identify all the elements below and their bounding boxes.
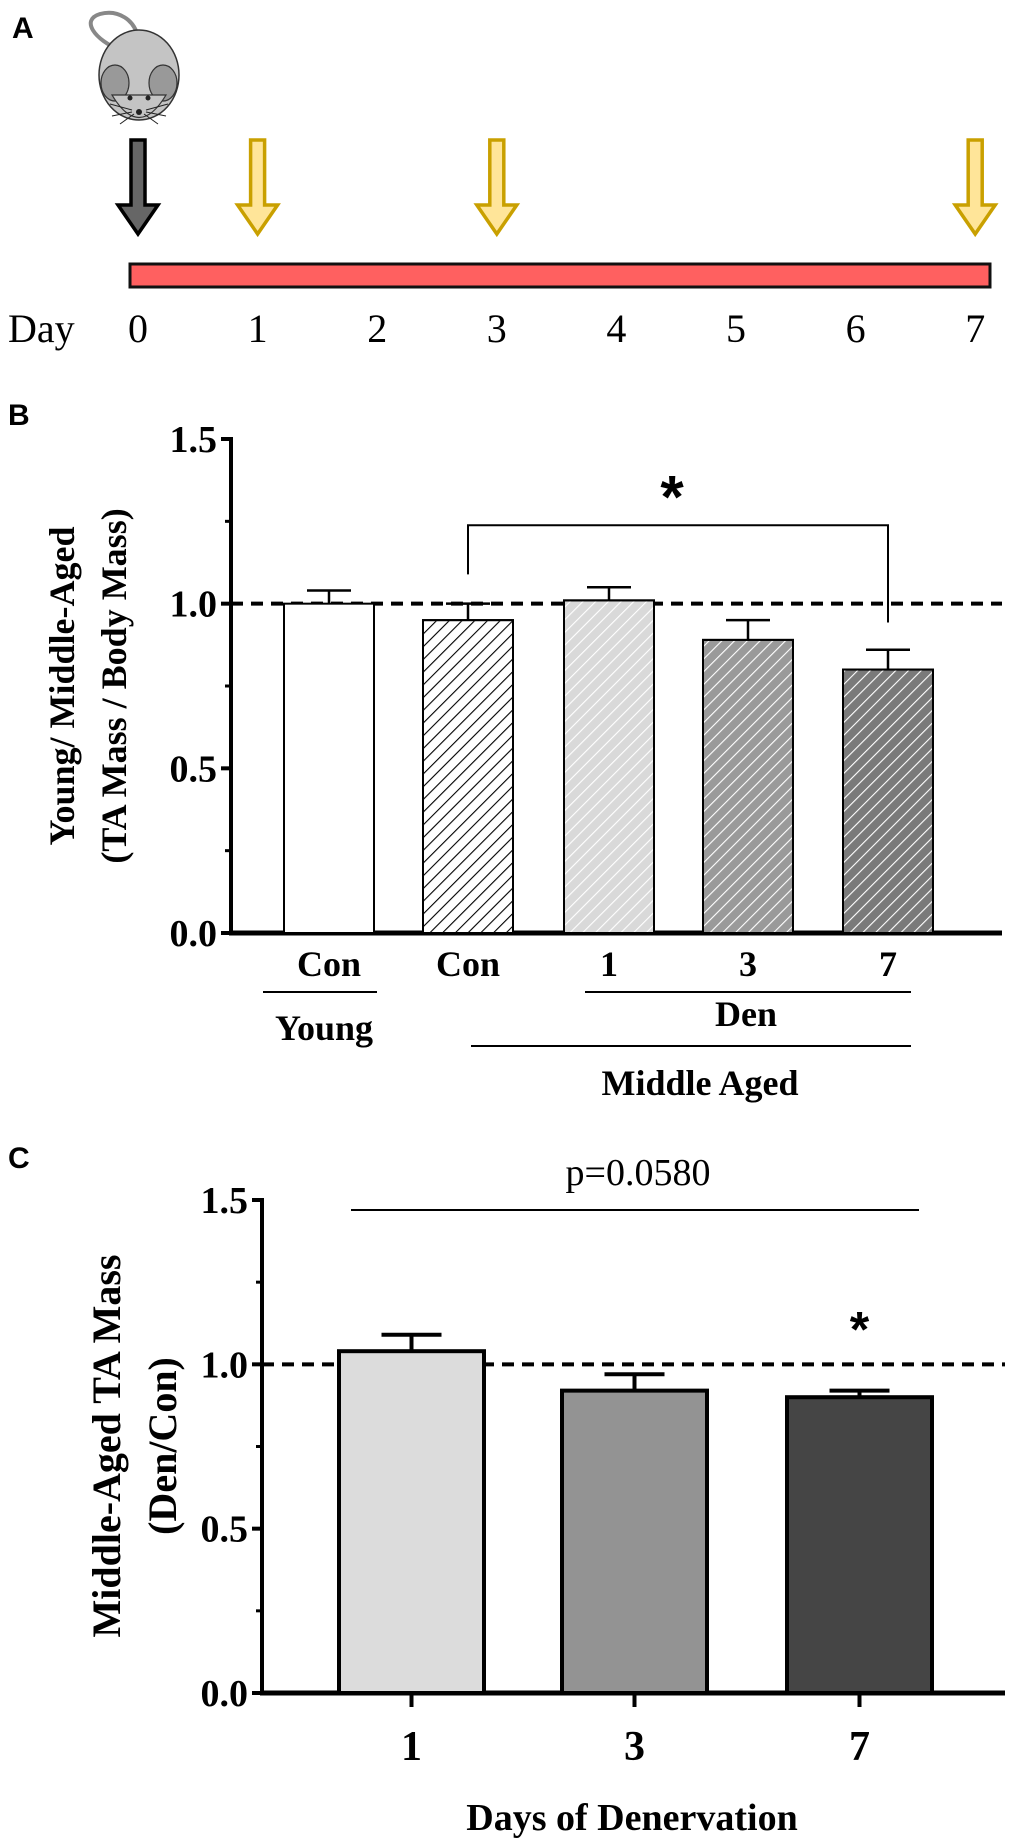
x-tick-label: 7 — [849, 1724, 870, 1770]
bar-outline — [422, 619, 514, 935]
y-axis-label: Middle-Aged TA Mass — [84, 1255, 129, 1638]
day-tick-label: 0 — [128, 306, 148, 351]
day-tick-label: 3 — [487, 306, 507, 351]
bar-hatch — [424, 621, 512, 932]
x-tick-label: Con — [436, 944, 500, 984]
y-axis-label: (TA Mass / Body Mass) — [94, 508, 134, 863]
bar-hatch — [704, 640, 792, 932]
y-axis-label: Young/ Middle-Aged — [42, 526, 82, 845]
y-tick-label: 1.0 — [170, 584, 218, 626]
day-tick-label: 2 — [367, 306, 387, 351]
bar-outline — [842, 668, 934, 934]
x-tick-label: 7 — [879, 944, 897, 984]
x-tick-label: Con — [297, 944, 361, 984]
day-tick-label: 6 — [846, 306, 866, 351]
panel-label-a: A — [12, 12, 34, 45]
x-tick-label: 3 — [739, 944, 757, 984]
y-axis-label: (Den/Con) — [140, 1357, 185, 1535]
y-tick-label: 0.5 — [170, 748, 218, 790]
y-tick-label: 0.0 — [201, 1673, 249, 1715]
panel-label-c: C — [8, 1142, 30, 1175]
bar — [283, 602, 375, 935]
y-tick-label: 1.5 — [201, 1180, 249, 1222]
group-label-den: Den — [715, 994, 777, 1034]
group-label-middle-aged: Middle Aged — [601, 1063, 798, 1103]
p-value-annotation: p=0.0580 — [566, 1152, 711, 1194]
x-axis-label: Days of Denervation — [466, 1797, 797, 1838]
day-axis-label: Day — [8, 306, 75, 351]
significance-star: * — [850, 1301, 870, 1357]
bar-hatch — [565, 601, 653, 932]
y-tick-label: 0.0 — [170, 913, 218, 955]
collection-arrow-icon — [234, 138, 281, 238]
y-tick-label: 1.5 — [170, 419, 218, 461]
y-tick-label: 1.0 — [201, 1344, 249, 1386]
panel-label-b: B — [8, 399, 30, 432]
significance-bracket — [467, 524, 889, 623]
bar-outline — [702, 638, 794, 934]
bar — [560, 1388, 709, 1696]
bar — [785, 1395, 934, 1695]
bar-hatch — [844, 670, 932, 932]
significance-star: * — [660, 463, 684, 530]
day-tick-label: 5 — [726, 306, 746, 351]
timeline-bar — [128, 262, 992, 289]
bar-outline — [563, 599, 655, 935]
y-tick-label: 0.5 — [201, 1509, 249, 1551]
collection-arrow-icon — [473, 138, 521, 238]
day-tick-label: 7 — [965, 306, 985, 351]
mouse-icon — [88, 10, 180, 125]
group-label-young: Young — [275, 1008, 373, 1048]
day-tick-label: 1 — [248, 306, 268, 351]
x-tick-label: 1 — [600, 944, 618, 984]
collection-arrow-icon — [951, 138, 999, 238]
day-tick-label: 4 — [606, 306, 626, 351]
x-tick-label: 3 — [624, 1724, 645, 1770]
x-tick-label: 1 — [401, 1724, 422, 1770]
bar — [337, 1349, 486, 1695]
denervation-arrow-icon — [114, 138, 162, 238]
